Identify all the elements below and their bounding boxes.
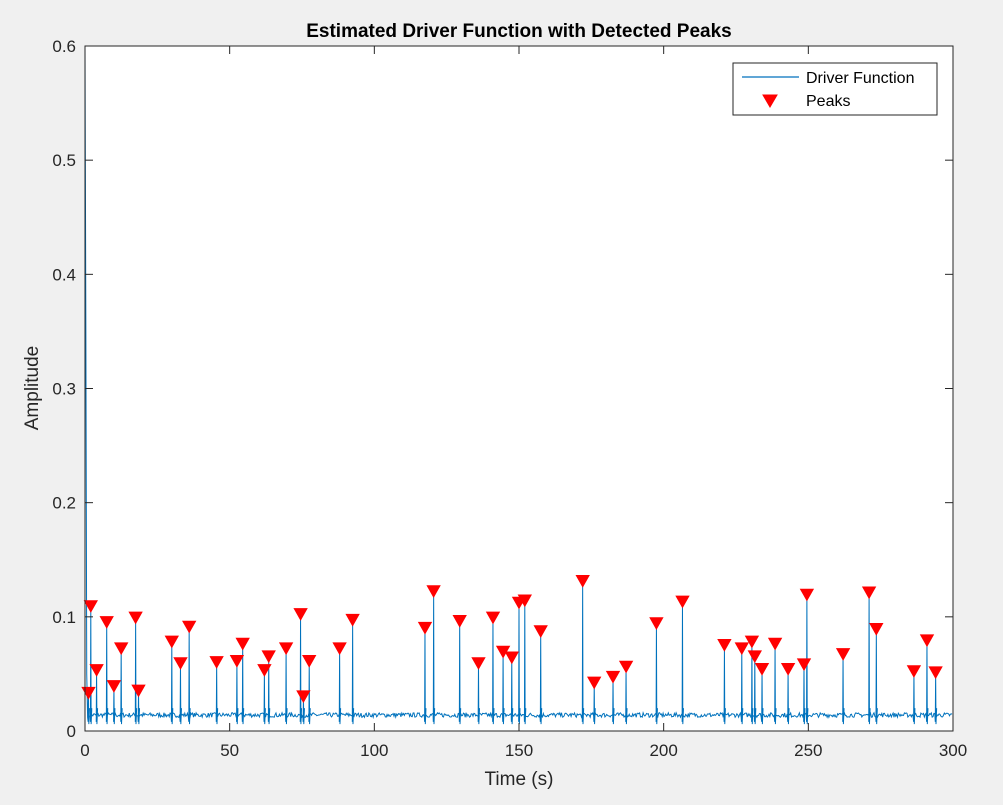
peak-marker <box>452 615 467 628</box>
x-tick-label: 0 <box>80 741 89 760</box>
x-tick-label: 250 <box>794 741 822 760</box>
peak-marker <box>99 616 114 629</box>
peak-marker <box>261 650 276 664</box>
peak-marker <box>426 585 441 599</box>
driver-function-line <box>84 45 953 725</box>
peak-marker <box>106 680 122 693</box>
peak-marker <box>296 690 311 704</box>
x-tick-label: 100 <box>360 741 388 760</box>
y-tick-label: 0 <box>67 722 76 741</box>
y-tick-label: 0.5 <box>52 151 76 170</box>
peak-marker <box>131 684 146 698</box>
peak-marker <box>717 639 732 652</box>
peak-marker <box>747 650 762 664</box>
peak-marker <box>128 611 143 625</box>
peak-marker <box>293 608 308 621</box>
peak-marker <box>332 642 347 656</box>
peak-marker <box>173 657 188 670</box>
peak-marker <box>517 594 532 608</box>
peak-marker <box>302 655 317 668</box>
peak-marker <box>533 625 548 639</box>
peak-marker <box>675 595 690 609</box>
peak-marker <box>278 642 294 656</box>
peak-marker <box>744 635 760 649</box>
peak-marker <box>649 617 664 631</box>
peak-marker <box>164 635 179 649</box>
y-tick-label: 0.4 <box>52 265 76 284</box>
peak-marker <box>869 623 884 636</box>
peak-marker <box>83 600 98 613</box>
y-tick-label: 0.2 <box>52 494 76 513</box>
axis-ticks: 0 50 100 150 200 250 300 0 0.1 0.2 0.3 0.4 0.5 0.6 <box>52 37 967 760</box>
legend-triangle-marker <box>762 94 778 108</box>
peak-marker <box>835 648 851 661</box>
peak-marker <box>114 642 129 656</box>
peak-marker <box>471 657 486 670</box>
peak-marker <box>345 613 360 627</box>
legend-box <box>732 62 938 116</box>
chart-title: Estimated Driver Function with Detected … <box>306 21 732 42</box>
peak-marker <box>587 676 602 690</box>
peak-marker <box>229 655 245 668</box>
peak-marker <box>861 586 877 600</box>
peaks-series <box>81 575 943 704</box>
x-tick-label: 50 <box>220 741 239 760</box>
peak-marker <box>257 664 272 677</box>
y-tick-label: 0.6 <box>52 37 76 56</box>
peak-marker <box>89 664 104 677</box>
peak-marker <box>767 637 783 651</box>
y-tick-label: 0.3 <box>52 380 76 399</box>
x-axis-label: Time (s) <box>485 769 554 790</box>
x-tick-label: 300 <box>939 741 967 760</box>
y-tick-label: 0.1 <box>52 608 76 627</box>
peak-marker <box>605 670 621 684</box>
y-axis-label: Amplitude <box>22 346 43 431</box>
peak-marker <box>485 611 501 625</box>
x-tick-label: 150 <box>505 741 533 760</box>
peak-marker <box>209 656 224 669</box>
legend-entry-driver-function: Driver Function <box>806 70 914 87</box>
peak-marker <box>799 588 815 602</box>
peak-marker <box>919 634 935 648</box>
legend-entry-peaks: Peaks <box>806 93 850 110</box>
peak-marker <box>754 663 770 676</box>
peak-marker <box>734 642 749 656</box>
legend: Driver Function Peaks <box>732 62 938 116</box>
x-tick-label: 200 <box>649 741 677 760</box>
peak-marker <box>235 637 250 651</box>
peak-marker <box>504 651 519 665</box>
peak-marker <box>575 575 590 588</box>
peak-marker <box>182 620 197 634</box>
peak-marker <box>906 665 922 678</box>
peak-marker <box>417 621 433 635</box>
peak-marker <box>796 658 812 672</box>
peak-marker <box>618 660 634 674</box>
peak-marker <box>780 663 796 676</box>
driver-function-series <box>84 45 953 725</box>
peak-marker <box>928 666 943 680</box>
